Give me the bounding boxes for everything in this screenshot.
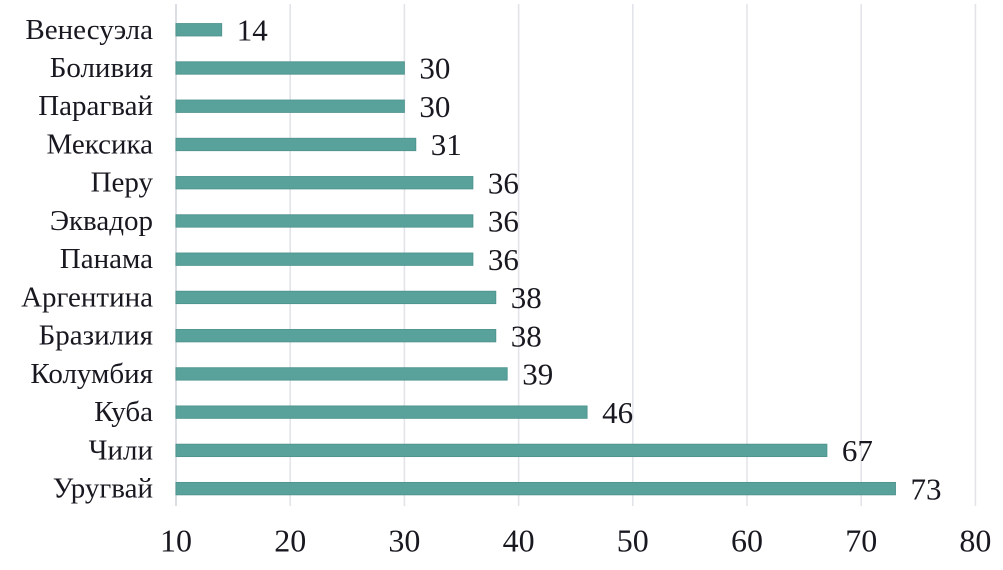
svg-text:Перу: Перу (91, 167, 154, 199)
svg-text:10: 10 (160, 522, 192, 558)
svg-text:39: 39 (522, 357, 553, 392)
svg-text:50: 50 (617, 522, 649, 558)
svg-text:Уругвай: Уругвай (53, 473, 153, 505)
svg-text:Мексика: Мексика (46, 128, 153, 160)
svg-text:36: 36 (488, 204, 519, 239)
svg-text:30: 30 (419, 89, 450, 124)
svg-text:Парагвай: Парагвай (38, 90, 153, 122)
svg-text:73: 73 (911, 471, 942, 506)
svg-text:Бразилия: Бразилия (39, 320, 153, 352)
svg-text:31: 31 (431, 127, 462, 162)
svg-text:70: 70 (845, 522, 877, 558)
svg-text:Боливия: Боливия (50, 52, 153, 84)
svg-text:30: 30 (419, 51, 450, 86)
svg-text:36: 36 (488, 242, 519, 277)
svg-text:67: 67 (842, 433, 873, 468)
svg-text:40: 40 (503, 522, 535, 558)
svg-text:Панама: Панама (60, 243, 153, 275)
svg-text:38: 38 (511, 280, 542, 315)
svg-text:Венесуэла: Венесуэла (25, 14, 153, 46)
svg-text:Чили: Чили (89, 434, 153, 466)
svg-text:38: 38 (511, 318, 542, 353)
svg-text:46: 46 (602, 395, 633, 430)
svg-text:Эквадор: Эквадор (50, 205, 153, 237)
svg-text:30: 30 (388, 522, 420, 558)
svg-text:Куба: Куба (94, 396, 153, 428)
svg-text:60: 60 (731, 522, 763, 558)
svg-text:36: 36 (488, 165, 519, 200)
svg-text:Аргентина: Аргентина (21, 281, 153, 313)
svg-text:80: 80 (959, 522, 991, 558)
svg-text:Колумбия: Колумбия (30, 358, 153, 390)
svg-text:14: 14 (237, 12, 269, 47)
svg-text:20: 20 (274, 522, 306, 558)
